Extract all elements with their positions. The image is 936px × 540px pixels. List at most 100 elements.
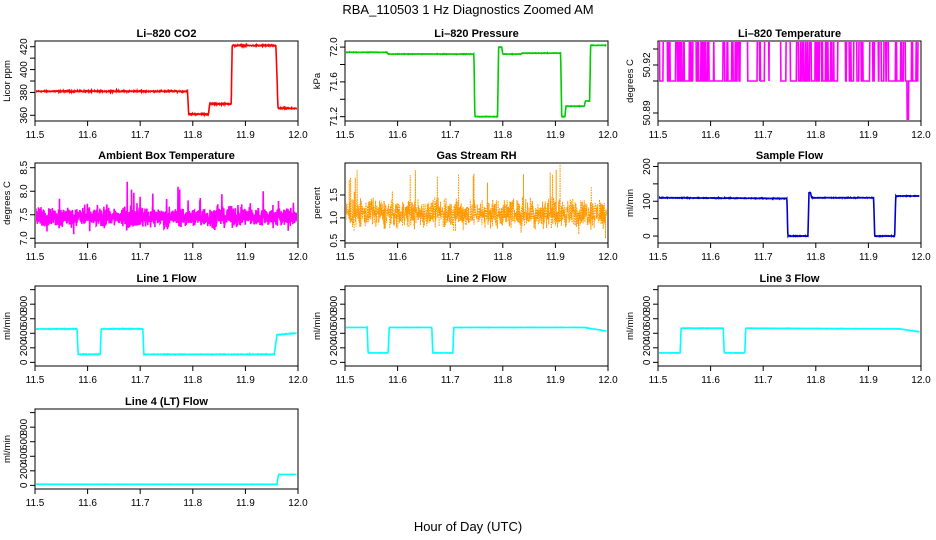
y-tick-label: 600 — [19, 433, 30, 450]
plot-frame — [34, 408, 299, 490]
x-tick-label: 11.8 — [183, 498, 202, 509]
x-tick-label: 11.5 — [26, 252, 45, 263]
x-tick-label: 12.0 — [911, 375, 931, 386]
series-line — [36, 326, 297, 357]
panel-title: Line 1 Flow — [137, 273, 197, 285]
y-tick-label: 0 — [642, 233, 653, 239]
y-tick-label: 0.5 — [329, 233, 340, 247]
panel-title: Line 3 Flow — [760, 273, 820, 285]
x-tick-label: 11.8 — [183, 375, 202, 386]
y-tick-label: 71.6 — [329, 72, 340, 92]
y-tick-label: 800 — [642, 295, 653, 312]
y-tick-label: 1.0 — [329, 210, 340, 224]
x-tick-label: 12.0 — [598, 252, 618, 263]
y-tick-label: 200 — [329, 339, 340, 356]
panel-title: Li–820 Temperature — [738, 28, 841, 40]
series-line — [346, 164, 607, 239]
x-tick-label: 11.7 — [441, 375, 460, 386]
plot-frame — [34, 40, 299, 122]
x-tick-label: 11.9 — [546, 375, 565, 386]
x-tick-label: 11.8 — [493, 375, 512, 386]
x-tick-label: 11.5 — [26, 498, 45, 509]
x-tick-label: 11.9 — [546, 252, 565, 263]
plot-frame — [34, 285, 299, 367]
y-axis-label: ml/min — [2, 312, 13, 340]
y-tick-label: 1.5 — [329, 188, 340, 202]
x-tick-label: 11.5 — [336, 252, 355, 263]
x-tick-label: 11.8 — [493, 252, 512, 263]
x-tick-label: 11.5 — [649, 375, 668, 386]
y-axis-label: degrees C — [625, 59, 636, 103]
y-tick-label: 360 — [19, 107, 30, 124]
y-axis-label: percent — [312, 187, 323, 219]
y-tick-label: 800 — [19, 418, 30, 435]
y-tick-label: 200 — [642, 339, 653, 356]
x-tick-label: 12.0 — [288, 252, 308, 263]
y-tick-label: 400 — [19, 324, 30, 341]
y-tick-label: 0 — [329, 359, 340, 365]
y-tick-label: 400 — [329, 324, 340, 341]
x-tick-label: 12.0 — [911, 130, 931, 141]
y-axis-label: ml/min — [2, 435, 13, 463]
panel-rh: Gas Stream RH percent 11.5 11.6 11.7 11.8 11.9… — [312, 150, 618, 263]
x-tick-label: 11.7 — [441, 252, 460, 263]
y-tick-label: 50.89 — [642, 100, 653, 125]
panel-title: Ambient Box Temperature — [98, 150, 235, 162]
x-tick-label: 11.6 — [701, 252, 720, 263]
plot-frame — [34, 162, 299, 244]
y-axis-label: ml/min — [625, 312, 636, 340]
x-tick-label: 11.9 — [236, 130, 255, 141]
series-line — [659, 326, 920, 355]
y-tick-label: 8.0 — [19, 184, 30, 198]
y-tick-label: 420 — [19, 38, 30, 55]
x-tick-label: 11.5 — [26, 130, 45, 141]
y-axis-label: ml/min — [312, 312, 323, 340]
x-tick-label: 11.6 — [388, 375, 407, 386]
series-line — [346, 43, 607, 118]
x-tick-label: 11.7 — [754, 375, 773, 386]
y-tick-label: 200 — [642, 158, 653, 175]
panel-co2: Li–820 CO2 Licor ppm 11.5 11.6 11.7 11.8 11.9 1… — [2, 28, 308, 141]
y-axis-label: degrees C — [2, 181, 13, 225]
plot-frame — [657, 285, 922, 367]
plot-frame — [657, 162, 922, 244]
panels: Li–820 CO2 Licor ppm 11.5 11.6 11.7 11.8 11.9 1… — [2, 28, 931, 509]
y-tick-label: 200 — [19, 339, 30, 356]
panel-pressure: Li–820 Pressure kPa 11.5 11.6 11.7 11.8 11.9 12… — [312, 28, 618, 141]
y-tick-label: 380 — [19, 84, 30, 101]
x-tick-label: 11.6 — [701, 130, 720, 141]
x-tick-label: 12.0 — [288, 130, 308, 141]
figure-xlabel: Hour of Day (UTC) — [414, 519, 522, 534]
x-tick-label: 11.9 — [859, 130, 878, 141]
x-tick-label: 11.6 — [388, 130, 407, 141]
panel-box_temp: Ambient Box Temperature degrees C 11.5 11.6… — [2, 150, 308, 263]
series-line — [36, 181, 297, 235]
panel-line3: Line 3 Flow ml/min 11.5 11.6 11.7 11.8 11.9 12.… — [625, 273, 931, 386]
x-tick-label: 11.9 — [236, 252, 255, 263]
y-tick-label: 0 — [19, 482, 30, 488]
x-tick-label: 11.5 — [649, 130, 668, 141]
y-tick-label: 600 — [19, 310, 30, 327]
x-tick-label: 11.8 — [806, 375, 825, 386]
x-tick-label: 11.5 — [336, 130, 355, 141]
x-tick-label: 11.9 — [859, 375, 878, 386]
x-tick-label: 11.5 — [649, 252, 668, 263]
y-tick-label: 200 — [19, 462, 30, 479]
y-tick-label: 800 — [329, 295, 340, 312]
x-tick-label: 11.6 — [78, 130, 97, 141]
y-axis-label: kPa — [312, 72, 323, 89]
x-tick-label: 11.5 — [26, 375, 45, 386]
x-tick-label: 11.7 — [131, 130, 150, 141]
panel-title: Gas Stream RH — [436, 150, 516, 162]
y-tick-label: 400 — [19, 61, 30, 78]
x-tick-label: 12.0 — [598, 375, 618, 386]
panel-line4: Line 4 (LT) Flow ml/min 11.5 11.6 11.7 11.8 11… — [2, 396, 308, 509]
plot-frame — [344, 162, 609, 244]
figure-title: RBA_110503 1 Hz Diagnostics Zoomed AM — [342, 2, 593, 17]
panel-sample_flow: Sample Flow ml/min 11.5 11.6 11.7 11.8 11.9 12.… — [625, 150, 931, 263]
x-tick-label: 11.9 — [859, 252, 878, 263]
x-tick-label: 11.7 — [441, 130, 460, 141]
x-tick-label: 11.7 — [131, 252, 150, 263]
